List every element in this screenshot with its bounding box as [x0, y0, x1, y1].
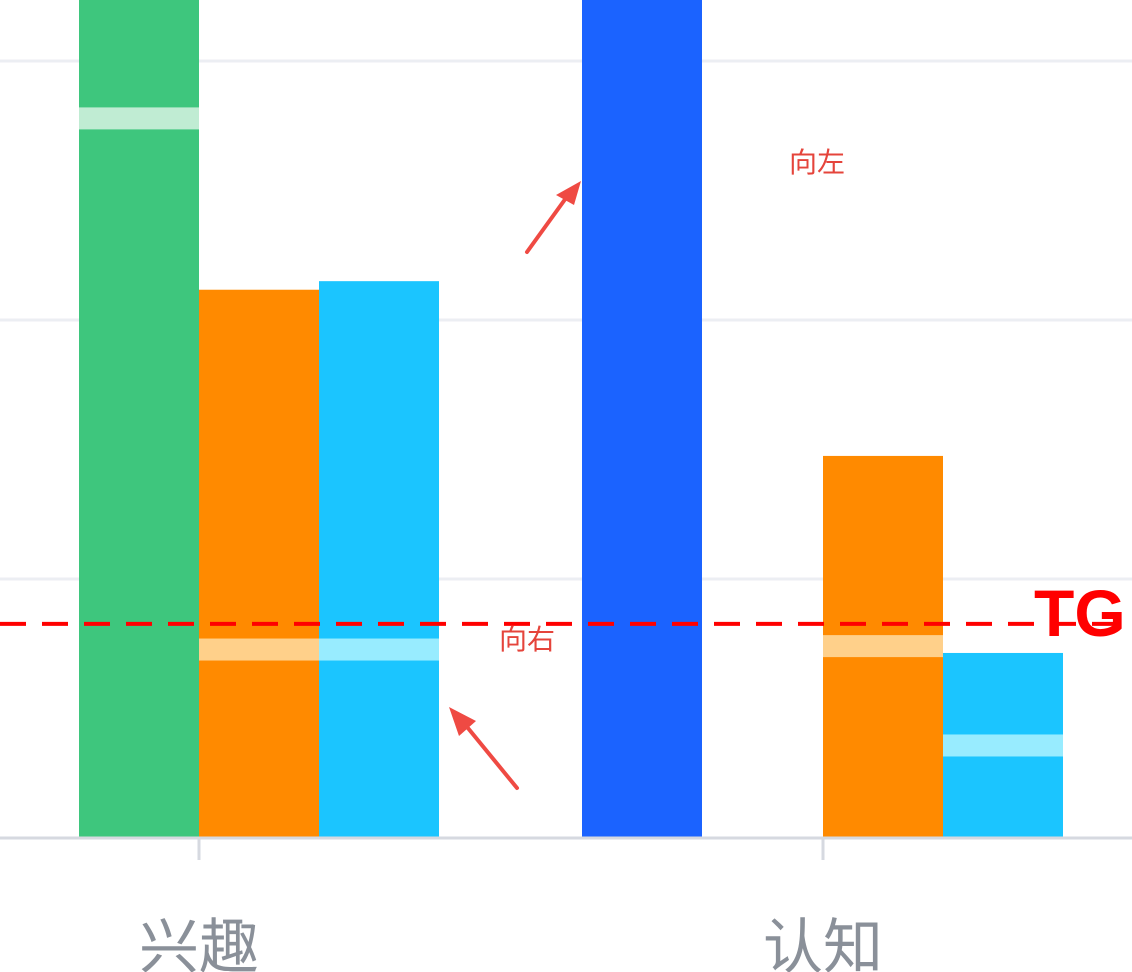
bar-0-series-0 [79, 0, 199, 838]
bar-marker-1-series-2 [943, 734, 1063, 757]
annotation-label-right: 向右 [499, 623, 555, 656]
bar-1-series-3 [582, 0, 702, 838]
reference-line-label: TG [1034, 576, 1126, 650]
bar-0-series-1 [199, 289, 319, 838]
annotation-arrow-up [525, 181, 581, 254]
annotation-label-left: 向左 [789, 146, 845, 179]
bars-layer [79, 0, 1063, 839]
x-tick-label: 认知 [763, 913, 883, 972]
bar-marker-0-series-0 [79, 107, 199, 130]
annotation-arrow-down [449, 707, 519, 790]
bar-0-series-2 [319, 281, 439, 839]
bar-marker-0-series-1 [199, 638, 319, 661]
bar-marker-0-series-2 [319, 638, 439, 661]
bar-marker-1-series-1 [823, 635, 943, 658]
x-tick-label: 兴趣 [139, 913, 259, 972]
